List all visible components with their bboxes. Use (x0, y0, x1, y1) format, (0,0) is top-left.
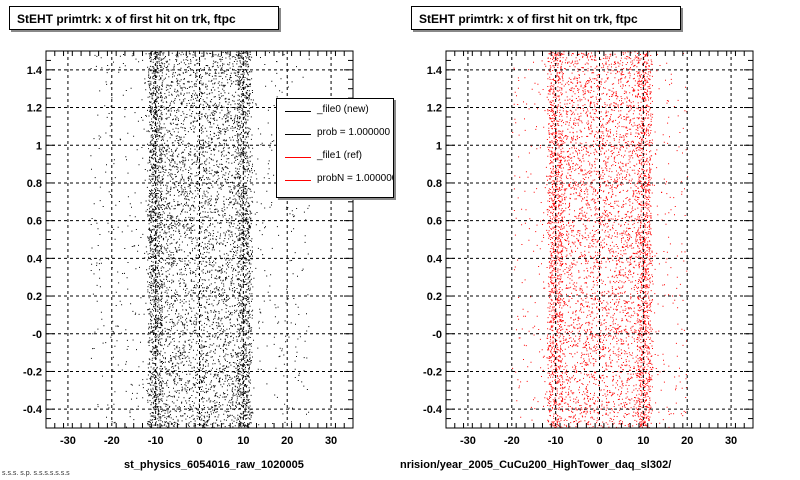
y-tick-label: 0.6 (27, 216, 42, 228)
legend-label-prob: prob = 1.000000 (317, 127, 391, 138)
x-tick-label: 0 (596, 435, 602, 447)
legend-swatch-probn (285, 180, 311, 181)
legend-label-probn: probN = 1.000000 (317, 173, 394, 184)
scatter-series (512, 51, 689, 428)
x-tick-label: 30 (725, 435, 737, 447)
y-tick-label: -0 (32, 329, 42, 341)
legend-swatch-prob (285, 134, 311, 135)
legend-swatch-file1 (285, 157, 311, 158)
y-tick-label: 1 (36, 140, 42, 152)
y-tick-label: 1.2 (427, 103, 442, 115)
footer-timestamp: s.s.s. s.p. s.s.s.s.s.s.s (2, 470, 70, 477)
legend-entry-file0: _file0 (new) (277, 101, 393, 121)
x-tick-label: -20 (504, 435, 520, 447)
y-tick-label: -0.4 (423, 404, 443, 416)
y-tick-label: 0.8 (27, 178, 42, 190)
legend-entry-prob: prob = 1.000000 (277, 124, 393, 144)
y-tick-label: 1.4 (427, 65, 443, 77)
x-tick-label: 10 (237, 435, 249, 447)
y-tick-label: 1 (436, 140, 442, 152)
legend-entry-file1: _file1 (ref) (277, 147, 393, 167)
axis-ticks (445, 50, 754, 429)
y-tick-label: 1.4 (27, 65, 43, 77)
y-tick-label: 0.4 (427, 253, 443, 265)
plot-title-right: StEHT primtrk: x of first hit on trk, ft… (411, 6, 681, 30)
legend-label-file0: _file0 (new) (317, 104, 369, 115)
x-tick-label: 20 (281, 435, 293, 447)
plot-title-left: StEHT primtrk: x of first hit on trk, ft… (9, 6, 279, 30)
y-tick-label: -0.2 (423, 366, 442, 378)
legend-label-file1: _file1 (ref) (317, 150, 363, 161)
footer-path-right: nrision/year_2005_CuCu200_HighTower_daq_… (400, 459, 672, 471)
y-tick-label: -0 (432, 329, 442, 341)
scatter-points (512, 51, 689, 428)
y-tick-label: 0.4 (27, 253, 43, 265)
x-tick-label: -10 (148, 435, 164, 447)
x-tick-label: -10 (548, 435, 564, 447)
legend-swatch-file0 (285, 111, 311, 112)
y-tick-label: -0.4 (23, 404, 43, 416)
x-tick-label: -30 (60, 435, 76, 447)
y-tick-label: 0.6 (427, 216, 442, 228)
grid (446, 51, 753, 428)
legend-entry-probn: probN = 1.000000 (277, 170, 394, 190)
x-tick-label: -20 (104, 435, 120, 447)
y-tick-label: -0.2 (23, 366, 42, 378)
x-tick-label: 10 (637, 435, 649, 447)
legend: _file0 (new) prob = 1.000000 _file1 (ref… (276, 98, 394, 198)
y-tick-label: 1.2 (27, 103, 42, 115)
y-tick-label: 0.8 (427, 178, 442, 190)
x-tick-label: 20 (681, 435, 693, 447)
x-tick-label: -30 (460, 435, 476, 447)
y-tick-label: 0.2 (427, 291, 442, 303)
x-tick-label: 30 (325, 435, 337, 447)
x-tick-label: 0 (196, 435, 202, 447)
y-tick-label: 0.2 (27, 291, 42, 303)
footer-filename-left: st_physics_6054016_raw_1020005 (124, 459, 304, 471)
